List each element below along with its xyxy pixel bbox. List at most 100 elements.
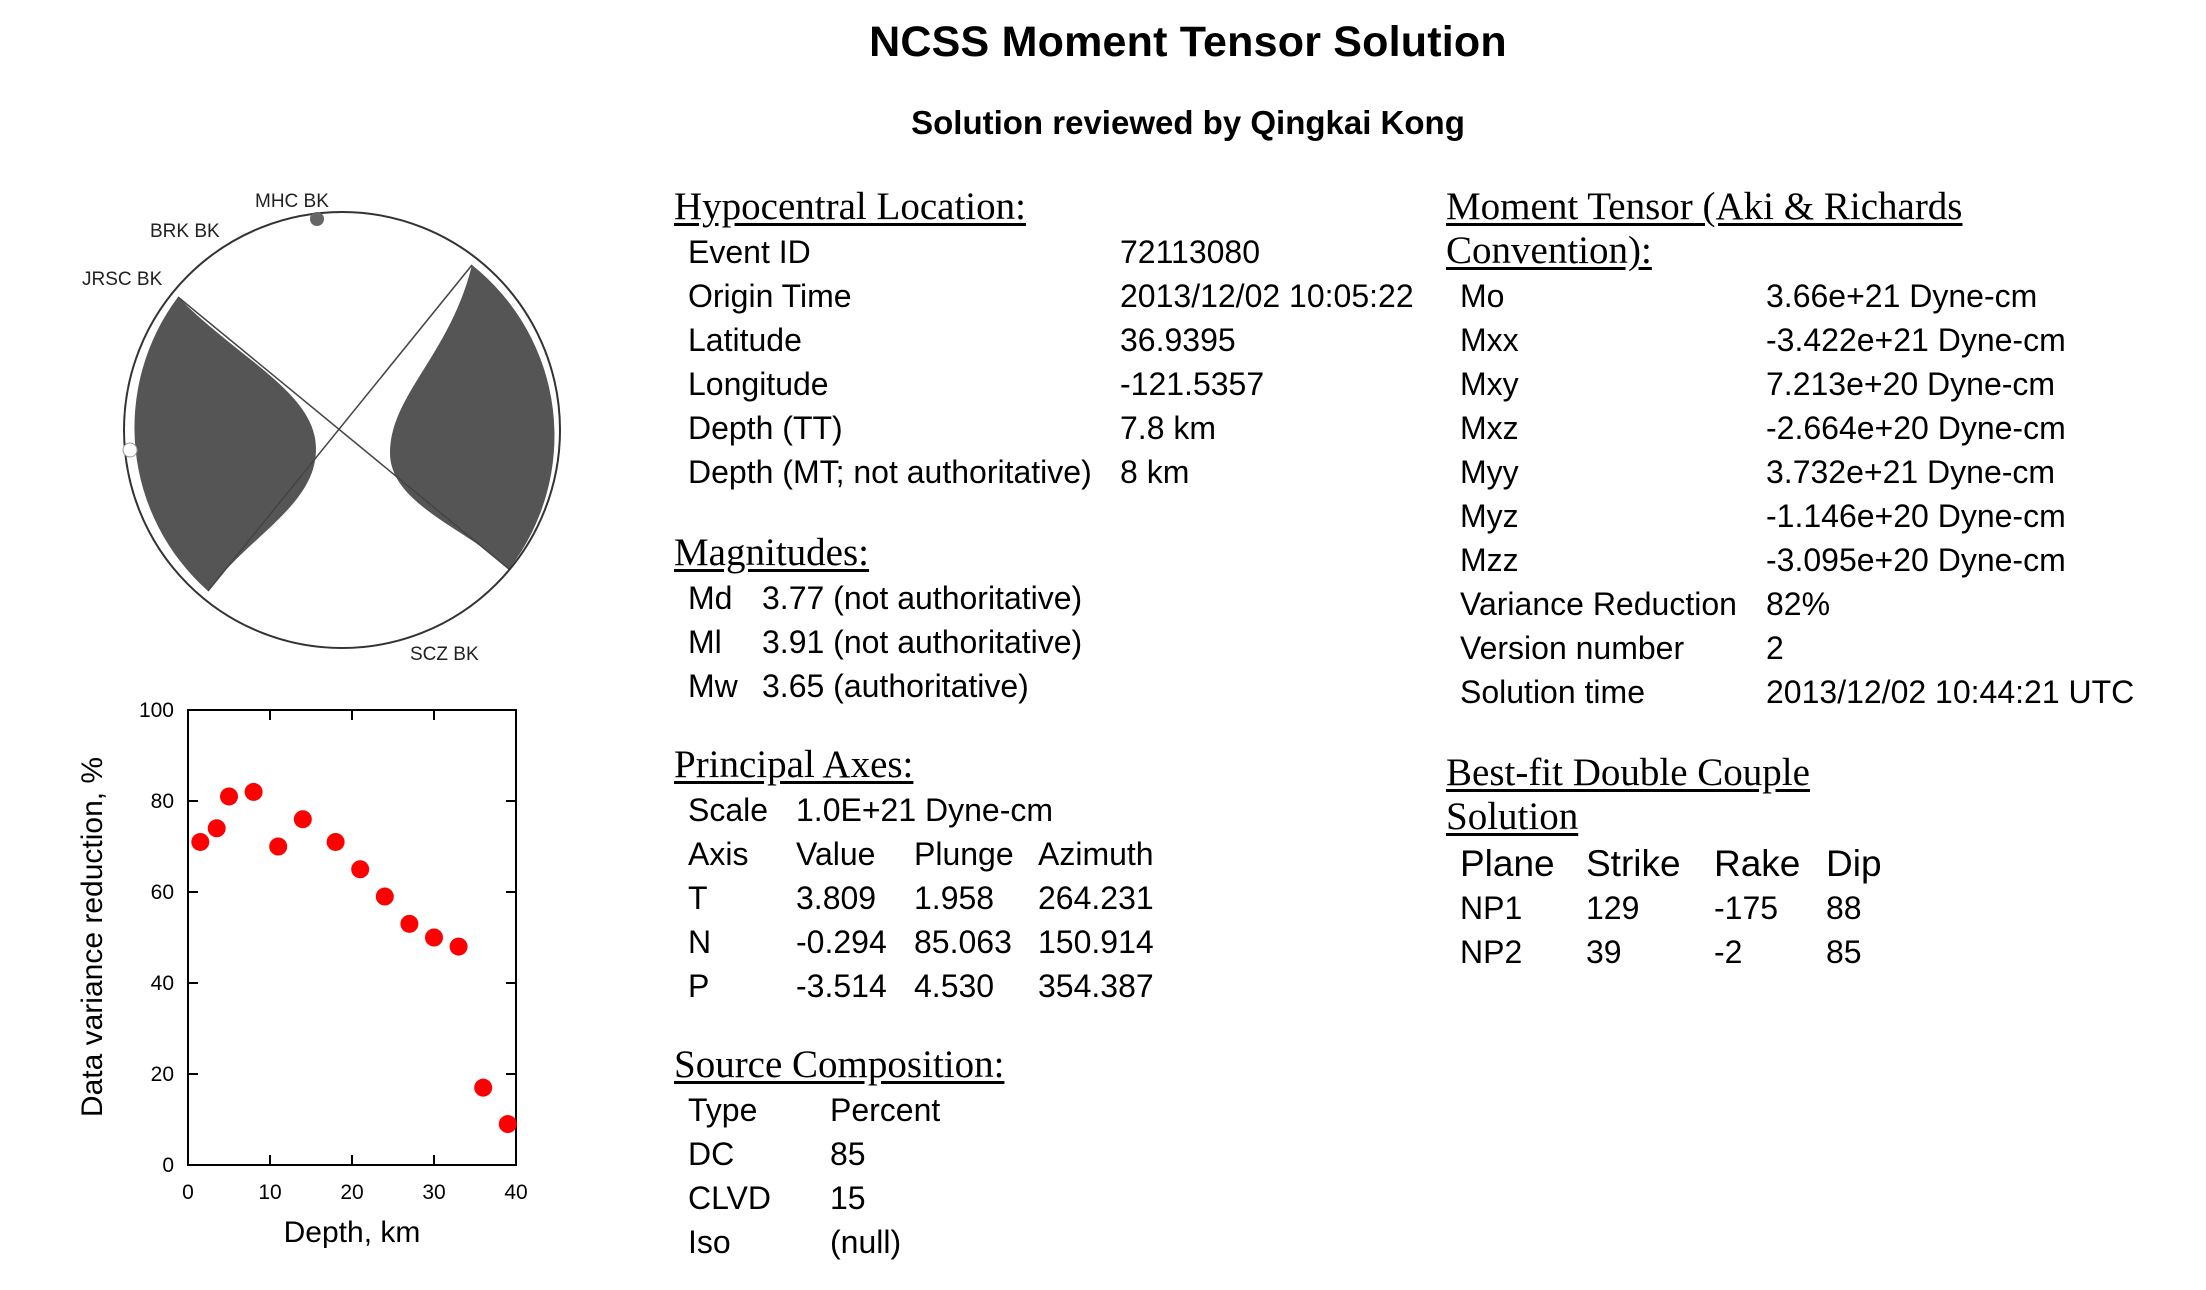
x-tick-label: 30 [422, 1181, 445, 1204]
y-tick-label: 40 [151, 972, 174, 995]
moment-tensor-row-label: Variance Reduction [1460, 586, 1737, 622]
column-header: Azimuth [1038, 836, 1154, 872]
principal-axis-row-cell: N [688, 924, 712, 960]
magnitude-row-value: 3.91 (not authoritative) [762, 624, 1083, 660]
moment-tensor-row-label: Mo [1460, 278, 1505, 314]
x-tick-label: 40 [504, 1181, 527, 1204]
data-points [191, 782, 517, 1134]
scale-value: 1.0E+21 Dyne-cm [796, 792, 1054, 828]
moment-tensor-heading-1: Moment Tensor (Aki & Richards [1446, 185, 1963, 228]
column-header: Value [796, 836, 876, 872]
data-point [244, 782, 263, 801]
principal-axis-row-cell: 1.958 [914, 880, 995, 916]
column-header: Dip [1826, 843, 1882, 884]
column-header: Percent [830, 1092, 941, 1128]
x-axis-ticks: 0 10 20 30 40 [182, 710, 528, 1204]
station-dot-jrsc [122, 442, 138, 458]
moment-tensor-row-value: 7.213e+20 Dyne-cm [1766, 366, 2056, 402]
data-point [498, 1115, 517, 1134]
moment-tensor-row-value: -1.146e+20 Dyne-cm [1766, 498, 2066, 534]
double-couple-row-cell: NP1 [1460, 890, 1523, 926]
hypocenter-row-value: 2013/12/02 10:05:22 [1120, 278, 1414, 314]
hypocenter-row-value: 7.8 km [1120, 410, 1217, 446]
magnitude-row-value: 3.77 (not authoritative) [762, 580, 1083, 616]
data-point [400, 914, 419, 933]
data-point [449, 937, 468, 956]
moment-tensor-row-value: 3.732e+21 Dyne-cm [1766, 454, 2056, 490]
source-composition-row-cell: Iso [688, 1224, 731, 1260]
column-header: Plunge [914, 836, 1014, 872]
moment-tensor-row-value: 2013/12/02 10:44:21 UTC [1766, 674, 2135, 710]
moment-tensor-row-value: -2.664e+20 Dyne-cm [1766, 410, 2066, 446]
principal-axis-row-cell: -0.294 [796, 924, 887, 960]
source-composition-row-cell: 15 [830, 1180, 866, 1216]
nodal-plane-1 [177, 296, 510, 570]
source-composition-row-cell: (null) [830, 1224, 902, 1260]
principal-axis-row-cell: P [688, 968, 710, 1004]
station-label-brk: BRK BK [150, 221, 220, 242]
principal-axis-row-cell: 85.063 [914, 924, 1012, 960]
double-couple-row-cell: -2 [1714, 934, 1743, 970]
y-tick-label: 0 [162, 1154, 174, 1177]
source-composition-row-cell: 85 [830, 1136, 866, 1172]
moment-tensor-row-label: Version number [1460, 630, 1685, 666]
y-axis-ticks: 0 20 40 60 80 100 [139, 699, 516, 1177]
column-header: Plane [1460, 843, 1555, 884]
moment-tensor-row-label: Mxx [1460, 322, 1519, 358]
column-header: Axis [688, 836, 749, 872]
hypocenter-row-label: Longitude [688, 366, 829, 402]
x-tick-label: 0 [182, 1181, 194, 1204]
hypocenter-row-value: -121.5357 [1120, 366, 1265, 402]
data-point [293, 810, 312, 829]
principal-axis-row-cell: -3.514 [796, 968, 887, 1004]
beachball-outline [123, 211, 561, 649]
magnitude-row-label: Md [688, 580, 733, 616]
hypocenter-row-value: 72113080 [1120, 234, 1260, 270]
y-tick-label: 20 [151, 1063, 174, 1086]
page-title: NCSS Moment Tensor Solution [869, 18, 1507, 66]
hypocenter-row-label: Depth (TT) [688, 410, 843, 446]
x-tick-label: 10 [258, 1181, 281, 1204]
data-point [375, 887, 394, 906]
magnitude-row-label: Ml [688, 624, 722, 660]
data-point [191, 832, 210, 851]
data-point [425, 928, 443, 947]
principal-axis-row-cell: 264.231 [1038, 880, 1154, 916]
moment-tensor-row-value: -3.422e+21 Dyne-cm [1766, 322, 2066, 358]
compressional-lobe-east [390, 265, 555, 569]
double-couple-row-cell: 39 [1586, 934, 1622, 970]
hypocenter-row-label: Origin Time [688, 278, 852, 314]
page-subtitle: Solution reviewed by Qingkai Kong [911, 104, 1465, 141]
principal-axis-row-cell: 3.809 [796, 880, 877, 916]
data-point [207, 819, 226, 838]
plot-frame [187, 709, 517, 1166]
station-label-jrsc: JRSC BK [82, 269, 163, 290]
double-couple-heading-1: Best-fit Double Couple [1446, 751, 1810, 794]
source-composition-row-cell: CLVD [688, 1180, 771, 1216]
moment-tensor-row-label: Myy [1460, 454, 1519, 490]
principal-axis-row-cell: 4.530 [914, 968, 995, 1004]
data-point [326, 832, 345, 851]
hypocenter-row-value: 36.9395 [1120, 322, 1236, 358]
principal-axes-heading: Principal Axes: [674, 743, 914, 786]
y-tick-label: 100 [139, 699, 174, 722]
hypocenter-row-label: Latitude [688, 322, 802, 358]
double-couple-row-cell: 85 [1826, 934, 1862, 970]
principal-axis-row-cell: T [688, 880, 708, 916]
beachball-diagram: MHC BK BRK BK JRSC BK SCZ BK [82, 191, 561, 665]
double-couple-row-cell: 129 [1586, 890, 1640, 926]
moment-tensor-heading-2: Convention): [1446, 229, 1652, 272]
moment-tensor-row-label: Mxy [1460, 366, 1519, 402]
y-tick-label: 80 [151, 790, 174, 813]
hypocenter-row-label: Event ID [688, 234, 811, 270]
data-point [474, 1078, 493, 1097]
moment-tensor-row-value: 2 [1766, 630, 1784, 666]
source-composition-row-cell: DC [688, 1136, 735, 1172]
data-point [351, 860, 370, 879]
variance-reduction-chart: 0 10 20 30 40 0 20 40 60 80 100 Depth, km Data va… [76, 699, 528, 1249]
x-tick-label: 20 [340, 1181, 363, 1204]
hypocenter-row-label: Depth (MT; not authoritative) [688, 454, 1092, 490]
scale-label: Scale [688, 792, 769, 828]
station-dot-mhc [310, 212, 324, 226]
magnitude-row-value: 3.65 (authoritative) [762, 668, 1029, 704]
